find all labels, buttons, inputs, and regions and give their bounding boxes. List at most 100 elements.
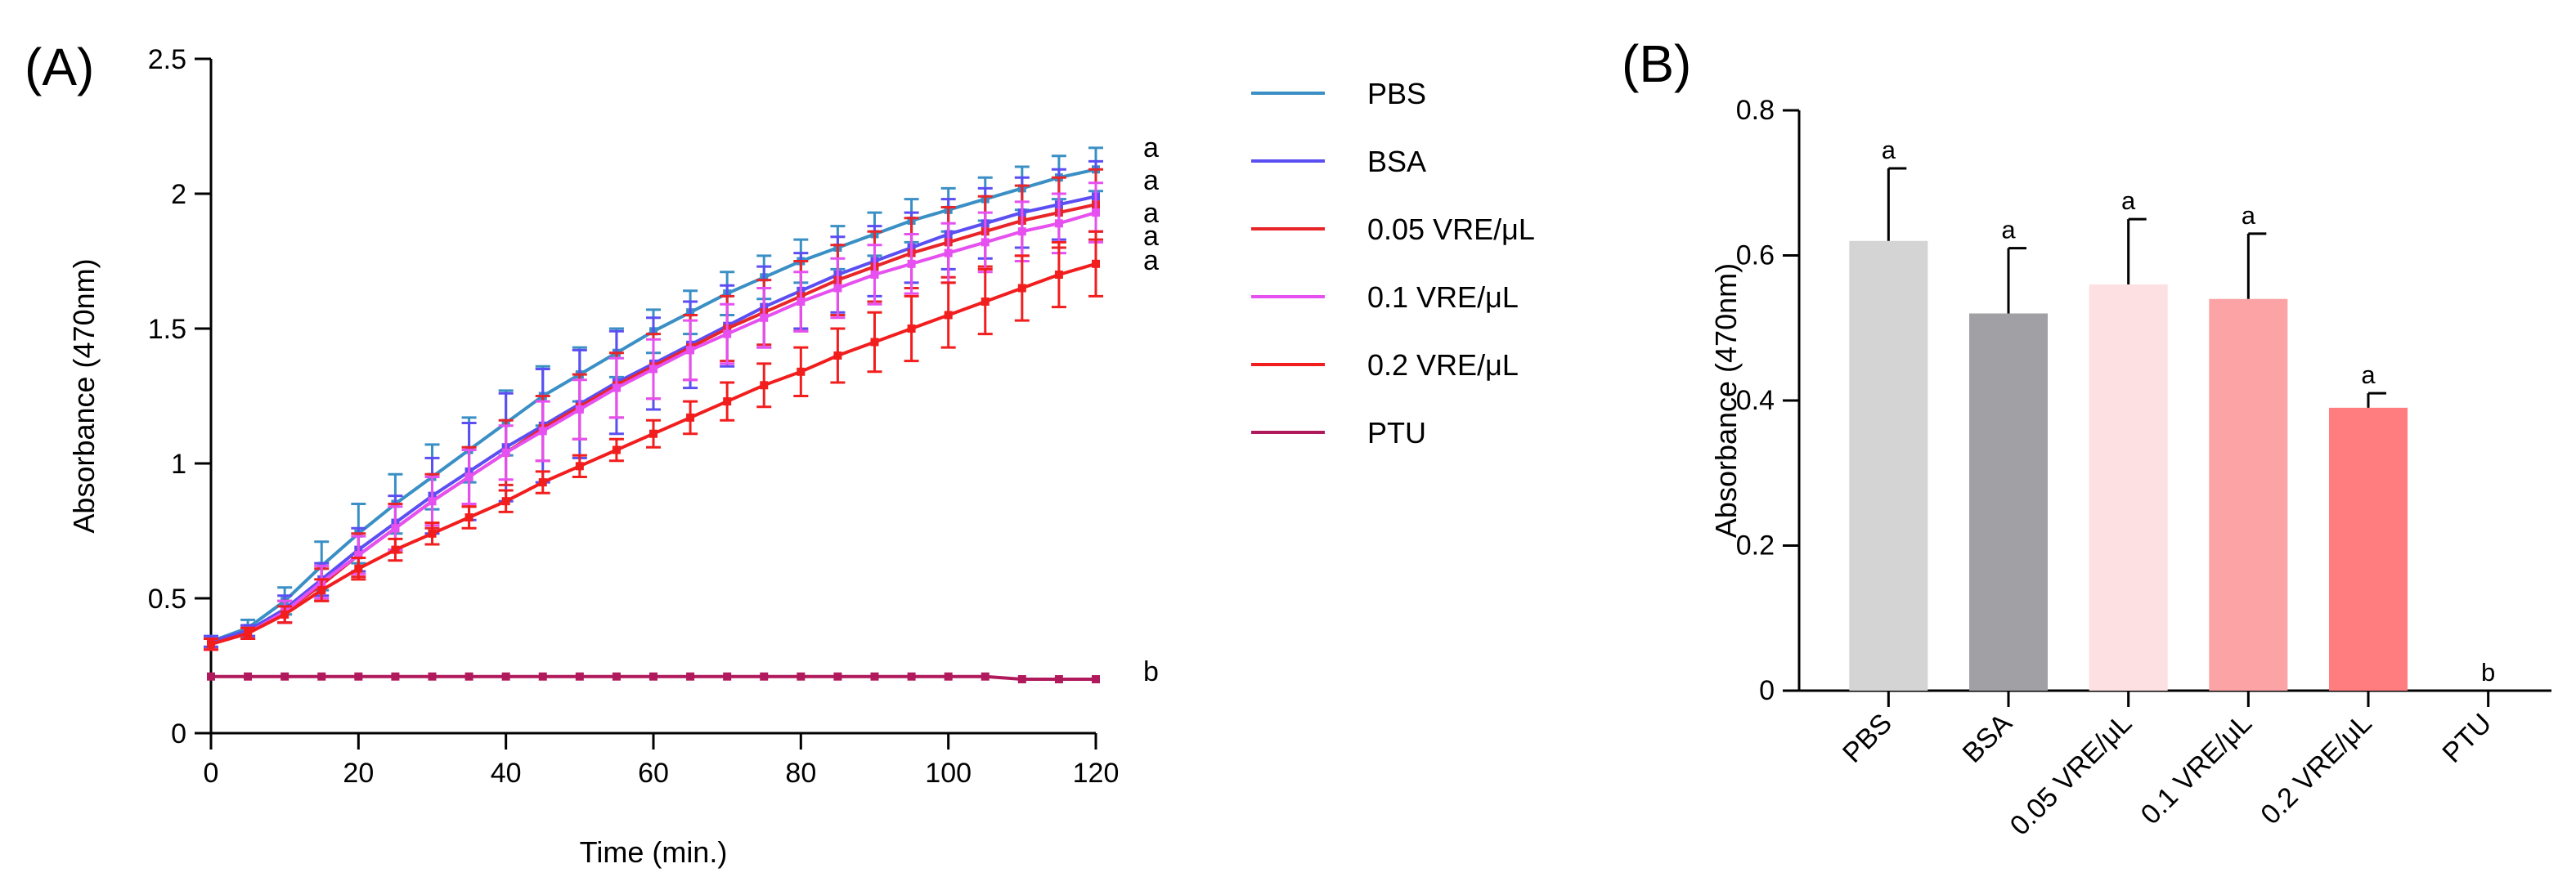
- data-point: [981, 238, 990, 247]
- data-point: [833, 672, 842, 681]
- significance-letter: a: [2121, 186, 2136, 215]
- data-point: [207, 640, 215, 649]
- legend-item: 0.1 VRE/μL: [1251, 280, 1519, 314]
- significance-letter: a: [2001, 216, 2016, 244]
- legend-label: PBS: [1367, 77, 1426, 110]
- data-point: [944, 311, 953, 320]
- legend-item: 0.05 VRE/μL: [1251, 213, 1535, 246]
- x-tick-label: 0.2 VRE/μL: [2255, 708, 2377, 830]
- legend-item: PTU: [1251, 416, 1426, 450]
- data-point: [317, 586, 326, 595]
- significance-letter: a: [1143, 221, 1159, 252]
- legend-label: PTU: [1367, 416, 1426, 450]
- bar: [1849, 240, 1928, 691]
- data-point: [428, 529, 437, 538]
- significance-letter: a: [1143, 198, 1159, 229]
- data-point: [981, 672, 990, 681]
- data-point: [280, 672, 289, 681]
- data-point: [797, 367, 806, 376]
- x-tick-label: PBS: [1837, 708, 1898, 769]
- data-point: [501, 497, 510, 506]
- data-point: [575, 462, 584, 471]
- data-point: [428, 497, 437, 506]
- data-point: [649, 672, 657, 681]
- legend-item: 0.2 VRE/μL: [1251, 348, 1519, 382]
- series-line: [210, 195, 1097, 643]
- data-point: [1092, 259, 1100, 268]
- x-tick-label: 0: [204, 758, 219, 789]
- x-tick-label: 120: [1073, 758, 1120, 789]
- data-point: [686, 413, 695, 422]
- data-point: [649, 365, 657, 374]
- data-point: [464, 472, 473, 481]
- data-point: [391, 545, 400, 554]
- y-axis-title: Absorbance (470nm): [1709, 263, 1743, 538]
- series-group: [207, 672, 1100, 683]
- data-point: [907, 324, 916, 333]
- bar: [2209, 298, 2288, 691]
- data-point: [464, 513, 473, 521]
- significance-letter: a: [2361, 360, 2376, 389]
- significance-letter: b: [1143, 656, 1159, 687]
- data-point: [944, 672, 953, 681]
- x-tick-label: 100: [925, 758, 972, 789]
- significance-letter: a: [1143, 245, 1159, 276]
- data-point: [870, 338, 879, 347]
- bar-chart-panel-b: 0 0.2 0.4 0.6 0.8 Absorbance (470nm) a PBS a BSA…: [1709, 95, 2551, 841]
- x-tick-label: PTU: [2436, 708, 2497, 769]
- data-point: [1054, 271, 1063, 279]
- x-tick-label: 0.1 VRE/μL: [2135, 708, 2258, 830]
- data-point: [649, 429, 657, 438]
- data-point: [354, 564, 363, 573]
- data-point: [1092, 675, 1100, 683]
- data-point: [797, 298, 806, 306]
- data-point: [833, 351, 842, 360]
- bar-group: a PBS: [1837, 136, 1928, 769]
- significance-letter: b: [2481, 658, 2495, 687]
- x-tick-label: 80: [785, 758, 816, 789]
- data-point: [575, 672, 584, 681]
- data-point: [354, 672, 363, 681]
- data-point: [538, 478, 547, 487]
- bar: [2329, 407, 2408, 691]
- bar-group: a BSA: [1957, 216, 2048, 769]
- legend-label: BSA: [1367, 145, 1426, 178]
- y-tick-label: 1.5: [148, 314, 186, 345]
- y-axis-title: Absorbance (470nm): [67, 258, 101, 533]
- data-point: [1017, 675, 1026, 683]
- y-tick-label: 2.5: [148, 44, 186, 75]
- data-point: [575, 405, 584, 414]
- y-tick-label: 0.5: [148, 584, 186, 615]
- data-point: [612, 383, 621, 392]
- data-point: [538, 672, 547, 681]
- panel-label-b: (B): [1622, 34, 1691, 93]
- x-tick-label: 0.05 VRE/μL: [2004, 708, 2138, 842]
- legend-item: PBS: [1251, 77, 1426, 110]
- data-point: [686, 672, 695, 681]
- data-point: [686, 346, 695, 355]
- y-tick-label: 0.8: [1736, 95, 1775, 126]
- data-point: [280, 610, 289, 619]
- bar-chart-bars: a PBS a BSA a 0.05 VRE/μL a 0.1 VRE/μL a 0.2 VRE/…: [1837, 136, 2497, 841]
- legend-label: 0.05 VRE/μL: [1367, 213, 1535, 246]
- data-point: [760, 381, 769, 390]
- data-point: [870, 672, 879, 681]
- significance-letter: a: [1882, 136, 1896, 164]
- data-point: [1017, 284, 1026, 293]
- y-tick-label: 1: [171, 449, 186, 480]
- line-chart-legend: PBS BSA 0.05 VRE/μL 0.1 VRE/μL 0.2 VRE/μL PTU: [1251, 77, 1535, 450]
- bar: [2089, 284, 2168, 691]
- data-point: [428, 672, 437, 681]
- legend-label: 0.1 VRE/μL: [1367, 280, 1519, 314]
- data-point: [244, 672, 253, 681]
- data-point: [244, 629, 253, 638]
- data-point: [870, 271, 879, 279]
- x-tick-label: BSA: [1957, 708, 2018, 769]
- data-point: [760, 313, 769, 322]
- data-point: [944, 248, 953, 257]
- data-point: [464, 672, 473, 681]
- data-point: [723, 397, 732, 406]
- line-chart-panel-a: 0 0.5 1 1.5 2 2.5 0 20 40 60 80 100 120 Time (min.) Ab…: [67, 44, 1535, 869]
